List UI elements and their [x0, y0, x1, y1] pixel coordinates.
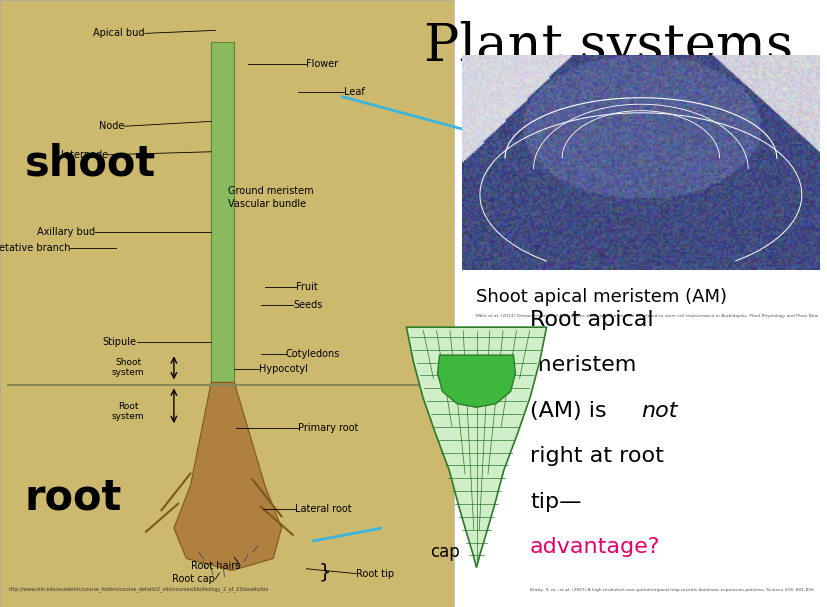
Text: http://www.olin.edu/academic/course_folders/course_details/2_olin/courses/bio/bi: http://www.olin.edu/academic/course_fold… — [8, 586, 268, 592]
Text: Primary root: Primary root — [298, 423, 358, 433]
Text: AM: AM — [500, 331, 526, 349]
Text: }: } — [318, 563, 331, 582]
Text: Vegetative branch: Vegetative branch — [0, 243, 70, 253]
Bar — [211, 42, 234, 419]
Text: Leaf: Leaf — [343, 87, 364, 97]
Text: meristem: meristem — [529, 355, 635, 375]
Text: Vascular bundle: Vascular bundle — [227, 199, 305, 209]
Text: root: root — [25, 476, 122, 519]
Text: Root
system: Root system — [112, 402, 145, 421]
Text: shoot: shoot — [25, 143, 156, 185]
Text: (AM) is: (AM) is — [529, 401, 613, 421]
Text: AM: AM — [582, 67, 609, 85]
Text: Root tip: Root tip — [356, 569, 394, 578]
Text: Internode: Internode — [60, 150, 108, 160]
Polygon shape — [174, 382, 281, 571]
Text: advantage?: advantage? — [529, 537, 660, 557]
Text: Cotyledons: Cotyledons — [285, 350, 340, 359]
Text: Apical bud: Apical bud — [93, 29, 145, 38]
Text: Shoot
system: Shoot system — [112, 358, 145, 377]
Text: Fruit: Fruit — [296, 282, 318, 292]
Text: Lateral root: Lateral root — [294, 504, 351, 514]
Text: Root hairs: Root hairs — [190, 561, 240, 571]
Text: Shoot apical meristem (AM): Shoot apical meristem (AM) — [476, 288, 726, 307]
Polygon shape — [437, 355, 515, 407]
Text: Plant systems: Plant systems — [423, 21, 792, 73]
Text: cap: cap — [430, 543, 460, 561]
Bar — [0, 0, 453, 607]
Text: Brady, S. m., et al. (2007) A high resolution root spatiotemporal map reveals do: Brady, S. m., et al. (2007) A high resol… — [529, 588, 813, 592]
Text: Axillary bud: Axillary bud — [37, 227, 95, 237]
Text: Node: Node — [98, 121, 124, 131]
Text: Root cap: Root cap — [172, 574, 215, 584]
Text: not: not — [641, 401, 677, 421]
Text: right at root: right at root — [529, 446, 663, 466]
Polygon shape — [406, 327, 546, 568]
Text: Stipule: Stipule — [103, 337, 136, 347]
Text: Hypocotyl: Hypocotyl — [259, 364, 308, 374]
Text: Root apical: Root apical — [529, 310, 653, 330]
Text: Ground meristem: Ground meristem — [227, 186, 313, 195]
Text: Flower: Flower — [306, 59, 338, 69]
Text: Seeds: Seeds — [293, 300, 322, 310]
Text: tip—: tip— — [529, 492, 581, 512]
Text: Mbiti et al. (2013) Characterization of Arabidopsis shoot apical meristem as rel: Mbiti et al. (2013) Characterization of … — [476, 314, 817, 318]
Bar — [0, 0, 453, 607]
